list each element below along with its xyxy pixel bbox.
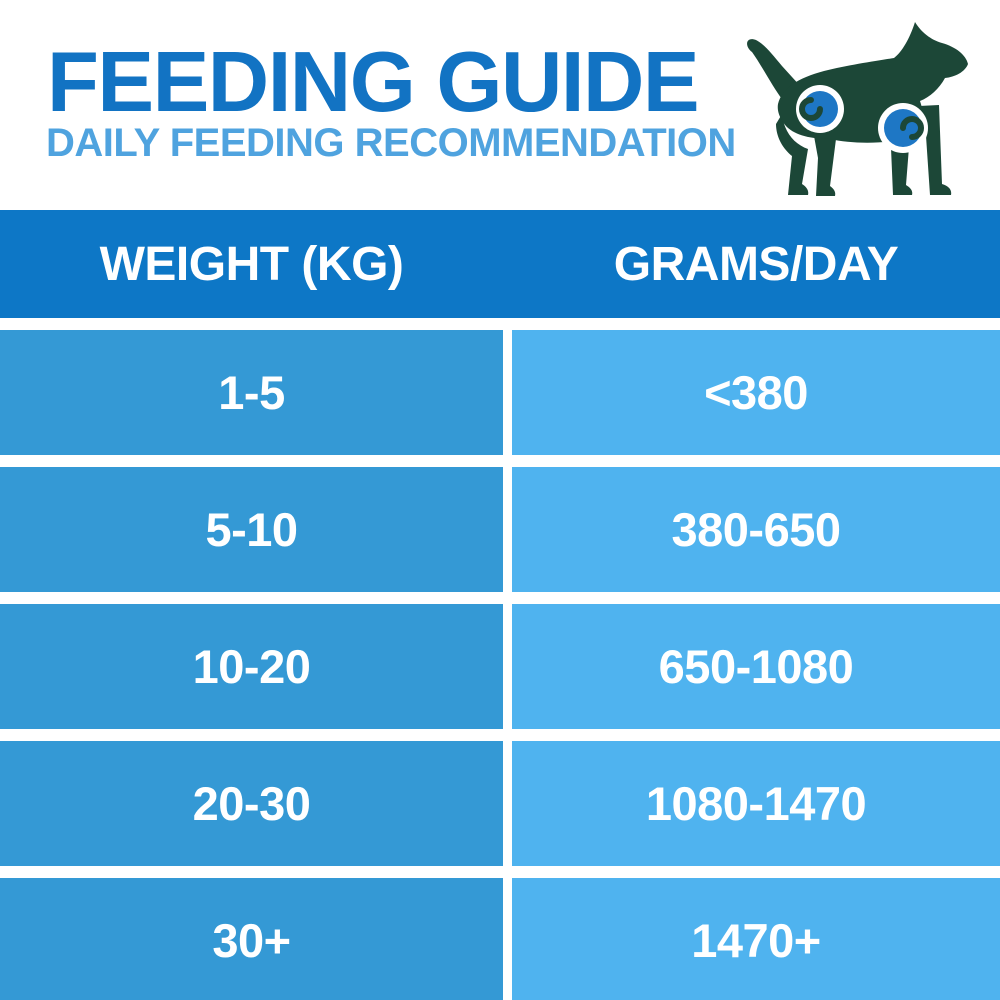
table-header-row: WEIGHT (KG) GRAMS/DAY bbox=[0, 210, 1000, 318]
table-body: 1-5 <380 5-10 380-650 10-20 650-1080 20-… bbox=[0, 330, 1000, 1000]
grams-cell: 380-650 bbox=[512, 467, 1000, 592]
table-row: 5-10 380-650 bbox=[0, 467, 1000, 592]
weight-cell: 1-5 bbox=[0, 330, 503, 455]
weight-cell: 10-20 bbox=[0, 604, 503, 729]
table-row: 10-20 650-1080 bbox=[0, 604, 1000, 729]
grams-cell: 1080-1470 bbox=[512, 741, 1000, 866]
grams-cell: 1470+ bbox=[512, 878, 1000, 1000]
weight-cell: 20-30 bbox=[0, 741, 503, 866]
table-row: 30+ 1470+ bbox=[0, 878, 1000, 1000]
header-cell-weight: WEIGHT (KG) bbox=[99, 237, 404, 291]
page-subtitle: DAILY FEEDING RECOMMENDATION bbox=[46, 121, 736, 165]
hip-joint-icon bbox=[796, 85, 844, 133]
table-row: 1-5 <380 bbox=[0, 330, 1000, 455]
dog-joint-health-icon bbox=[747, 22, 968, 196]
grams-cell: 650-1080 bbox=[512, 604, 1000, 729]
weight-cell: 30+ bbox=[0, 878, 503, 1000]
grams-cell: <380 bbox=[512, 330, 1000, 455]
table-row: 20-30 1080-1470 bbox=[0, 741, 1000, 866]
header-cell-grams: GRAMS/DAY bbox=[613, 237, 899, 291]
weight-cell: 5-10 bbox=[0, 467, 503, 592]
page-title: FEEDING GUIDE bbox=[47, 35, 700, 130]
elbow-joint-icon bbox=[878, 103, 928, 153]
